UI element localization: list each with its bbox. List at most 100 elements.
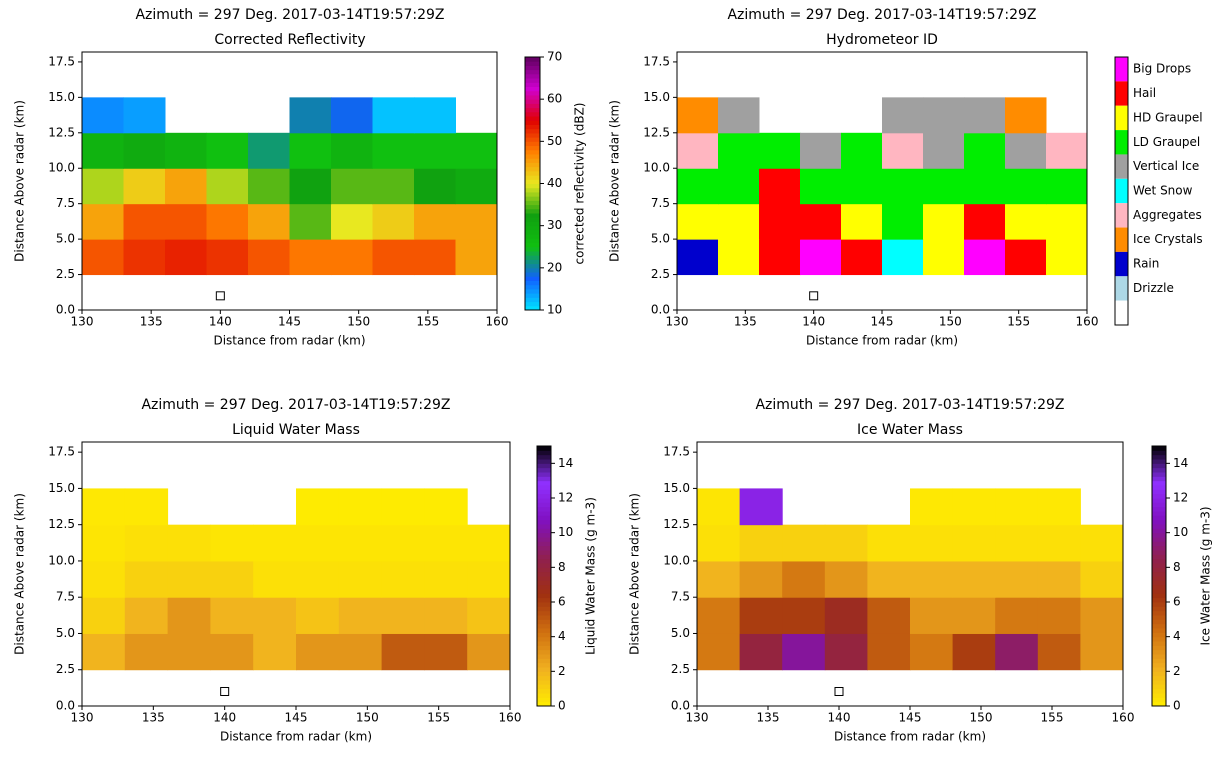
colorbar-segment [525,259,540,265]
colorbar-segment [525,221,540,227]
colorbar-segment [1152,463,1166,469]
colorbar-tick-label: 20 [547,260,562,274]
cell [1046,132,1088,169]
colorbar-segment [525,183,540,189]
cell [331,132,373,169]
colorbar-segment [525,204,540,210]
cell [123,132,166,169]
colorbar-segment [1152,680,1166,685]
y-tick-label: 12.5 [48,125,75,139]
cell [964,239,1006,276]
cell [467,524,511,562]
y-tick-label: 15.0 [48,481,75,495]
cell [210,524,254,562]
y-tick-label: 15.0 [48,90,75,104]
colorbar-segment [537,632,551,638]
colorbar-segment [525,225,540,231]
colorbar-tick-label: 0 [558,699,566,713]
colorbar-tick-label: 70 [547,50,562,64]
y-tick-label: 12.5 [48,517,75,531]
x-tick-label: 130 [71,315,94,329]
x-tick-label: 155 [1041,711,1064,725]
colorbar-segment [537,463,551,469]
legend-swatch [1115,81,1128,106]
chart-subtitle: Liquid Water Mass [232,422,360,438]
colorbar-segment [525,217,540,222]
colorbar-segment [525,280,540,286]
colorbar-segment [537,537,551,542]
colorbar-segment [1152,597,1166,603]
cell [677,239,719,276]
colorbar-tick-label: 8 [1173,560,1181,574]
cell [338,633,383,671]
x-tick-label: 135 [140,315,163,329]
cell [923,239,965,276]
chart-title: Azimuth = 297 Deg. 2017-03-14T19:57:29Z [727,7,1036,23]
cell [82,168,124,205]
cell [424,524,468,562]
y-tick-label: 12.5 [643,125,670,139]
colorbar-tick-label: 50 [547,134,562,148]
colorbar-segment [1152,667,1166,672]
cell [123,97,166,134]
cell [697,597,741,634]
colorbar-segment [1152,493,1166,499]
legend-label: HD Graupel [1133,110,1203,124]
colorbar-segment [537,597,551,603]
cell [739,488,783,526]
cell [210,597,254,634]
colorbar-segment [1152,567,1166,573]
colorbar-segment [1152,589,1166,594]
colorbar-segment [525,73,540,79]
cell [82,524,126,562]
cell [165,203,207,240]
cell [952,597,996,634]
colorbar-label: Ice Water Mass (g m-3) [1199,506,1213,645]
colorbar-segment [525,132,540,138]
colorbar-frame [536,445,552,707]
colorbar-segment [537,606,551,612]
colorbar-segment [537,675,551,681]
cell [381,597,425,634]
y-tick-label: 17.5 [643,54,670,68]
cell [995,524,1039,562]
legend-swatch [1115,105,1128,131]
x-tick-label: 155 [427,711,450,725]
radar-marker [834,686,844,696]
colorbar-segment [1152,658,1166,664]
colorbar-segment [525,250,540,256]
cell [338,560,383,598]
colorbar-segment [525,90,540,96]
cell [296,488,340,526]
colorbar-segment [537,680,551,685]
cell [910,560,954,598]
x-tick-label: 135 [757,711,780,725]
cell [167,560,211,598]
colorbar-segment [525,120,540,125]
colorbar-segment [525,267,540,273]
cell [414,239,456,276]
cell [824,633,868,671]
cell [248,132,290,169]
cell [372,97,415,134]
colorbar-segment [1152,641,1166,646]
colorbar-segment [537,662,551,668]
cell [296,633,340,671]
cell [124,488,169,526]
legend-label: Vertical Ice [1133,159,1199,173]
cell [123,203,166,240]
chart-subtitle: Ice Water Mass [857,422,963,438]
y-tick-label: 7.5 [671,590,690,604]
colorbar-segment [1152,662,1166,668]
x-tick-label: 135 [142,711,165,725]
cell [331,203,373,240]
cell [1046,168,1088,205]
cell [414,132,456,169]
colorbar-segment [1152,602,1166,607]
colorbar-segment [525,82,540,88]
colorbar-segment [537,623,551,629]
cell [82,488,126,526]
cell [82,97,124,134]
y-tick-label: 12.5 [663,517,690,531]
cell [910,597,954,634]
